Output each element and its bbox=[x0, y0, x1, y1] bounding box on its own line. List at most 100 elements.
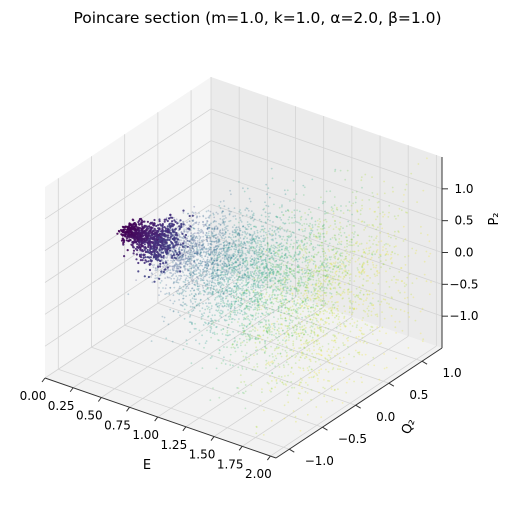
data-point bbox=[330, 357, 332, 359]
data-point bbox=[220, 277, 222, 279]
data-point bbox=[331, 301, 333, 303]
data-point bbox=[266, 265, 268, 267]
data-point bbox=[160, 274, 162, 276]
data-point bbox=[296, 338, 298, 340]
data-point bbox=[253, 280, 255, 282]
data-point bbox=[281, 259, 283, 261]
data-point bbox=[391, 297, 393, 299]
data-point bbox=[384, 244, 386, 246]
data-point bbox=[281, 306, 283, 308]
data-point bbox=[317, 290, 319, 292]
data-point bbox=[179, 315, 181, 317]
data-point bbox=[284, 257, 286, 259]
data-point bbox=[228, 208, 230, 210]
data-point bbox=[347, 209, 349, 211]
data-point bbox=[248, 278, 250, 280]
data-point bbox=[240, 342, 242, 344]
data-point bbox=[208, 265, 210, 267]
data-point bbox=[203, 347, 205, 349]
data-point bbox=[314, 357, 316, 359]
data-point bbox=[261, 251, 263, 253]
data-point bbox=[317, 321, 319, 323]
data-point bbox=[238, 222, 240, 224]
data-point bbox=[288, 310, 290, 312]
data-point bbox=[318, 267, 320, 269]
data-point bbox=[251, 298, 253, 300]
data-point bbox=[327, 245, 329, 247]
data-point bbox=[314, 334, 316, 336]
data-point bbox=[359, 263, 361, 265]
data-point bbox=[240, 305, 242, 307]
data-point bbox=[241, 297, 243, 299]
data-point bbox=[370, 268, 372, 270]
data-point bbox=[352, 301, 354, 303]
data-point bbox=[249, 303, 251, 305]
data-point bbox=[194, 262, 196, 264]
data-point bbox=[187, 275, 189, 277]
data-point bbox=[304, 300, 306, 302]
data-point bbox=[287, 328, 289, 330]
data-point bbox=[286, 288, 288, 290]
data-point bbox=[266, 328, 268, 330]
data-point bbox=[166, 293, 168, 295]
data-point bbox=[324, 211, 326, 213]
data-point bbox=[324, 267, 326, 269]
data-point bbox=[353, 255, 355, 257]
data-point bbox=[279, 342, 281, 344]
data-point bbox=[282, 214, 284, 216]
data-point bbox=[271, 388, 273, 390]
data-point bbox=[330, 275, 332, 277]
data-point bbox=[261, 280, 263, 282]
data-point bbox=[338, 347, 340, 349]
data-point bbox=[263, 319, 265, 321]
data-point bbox=[228, 306, 230, 308]
data-point bbox=[322, 346, 324, 348]
data-point bbox=[289, 322, 291, 324]
data-point bbox=[193, 233, 195, 235]
data-point bbox=[410, 173, 412, 175]
data-point bbox=[238, 211, 240, 213]
data-point bbox=[232, 253, 234, 255]
data-point bbox=[375, 219, 377, 221]
data-point bbox=[200, 255, 202, 257]
data-point bbox=[404, 292, 406, 294]
data-point bbox=[279, 259, 281, 261]
data-point bbox=[324, 227, 326, 229]
data-point bbox=[225, 298, 227, 300]
data-point bbox=[323, 324, 325, 326]
data-point bbox=[288, 325, 290, 327]
data-point bbox=[291, 239, 293, 241]
data-point bbox=[224, 263, 226, 265]
data-point bbox=[319, 218, 321, 220]
data-point bbox=[277, 280, 279, 282]
data-point bbox=[253, 226, 255, 228]
data-point bbox=[301, 279, 303, 281]
data-point bbox=[330, 259, 332, 261]
data-point bbox=[199, 247, 201, 249]
data-point bbox=[386, 367, 388, 369]
data-point bbox=[236, 310, 238, 312]
data-point bbox=[298, 240, 300, 242]
data-point bbox=[346, 382, 348, 384]
data-point bbox=[257, 235, 259, 237]
data-point bbox=[160, 291, 162, 293]
data-point bbox=[152, 281, 154, 283]
data-point bbox=[295, 305, 297, 307]
data-point bbox=[272, 269, 274, 271]
data-point bbox=[317, 296, 319, 298]
data-point bbox=[205, 217, 207, 219]
data-point bbox=[283, 273, 285, 275]
data-point bbox=[241, 286, 243, 288]
data-point bbox=[198, 293, 200, 295]
data-point bbox=[194, 236, 196, 238]
data-point bbox=[343, 289, 345, 291]
data-point bbox=[276, 379, 278, 381]
data-point bbox=[331, 385, 333, 387]
data-point bbox=[334, 355, 336, 357]
data-point bbox=[426, 251, 428, 253]
data-point bbox=[183, 262, 185, 264]
data-point bbox=[368, 236, 370, 238]
data-point bbox=[309, 278, 311, 280]
data-point bbox=[237, 347, 239, 349]
data-point bbox=[278, 249, 280, 251]
